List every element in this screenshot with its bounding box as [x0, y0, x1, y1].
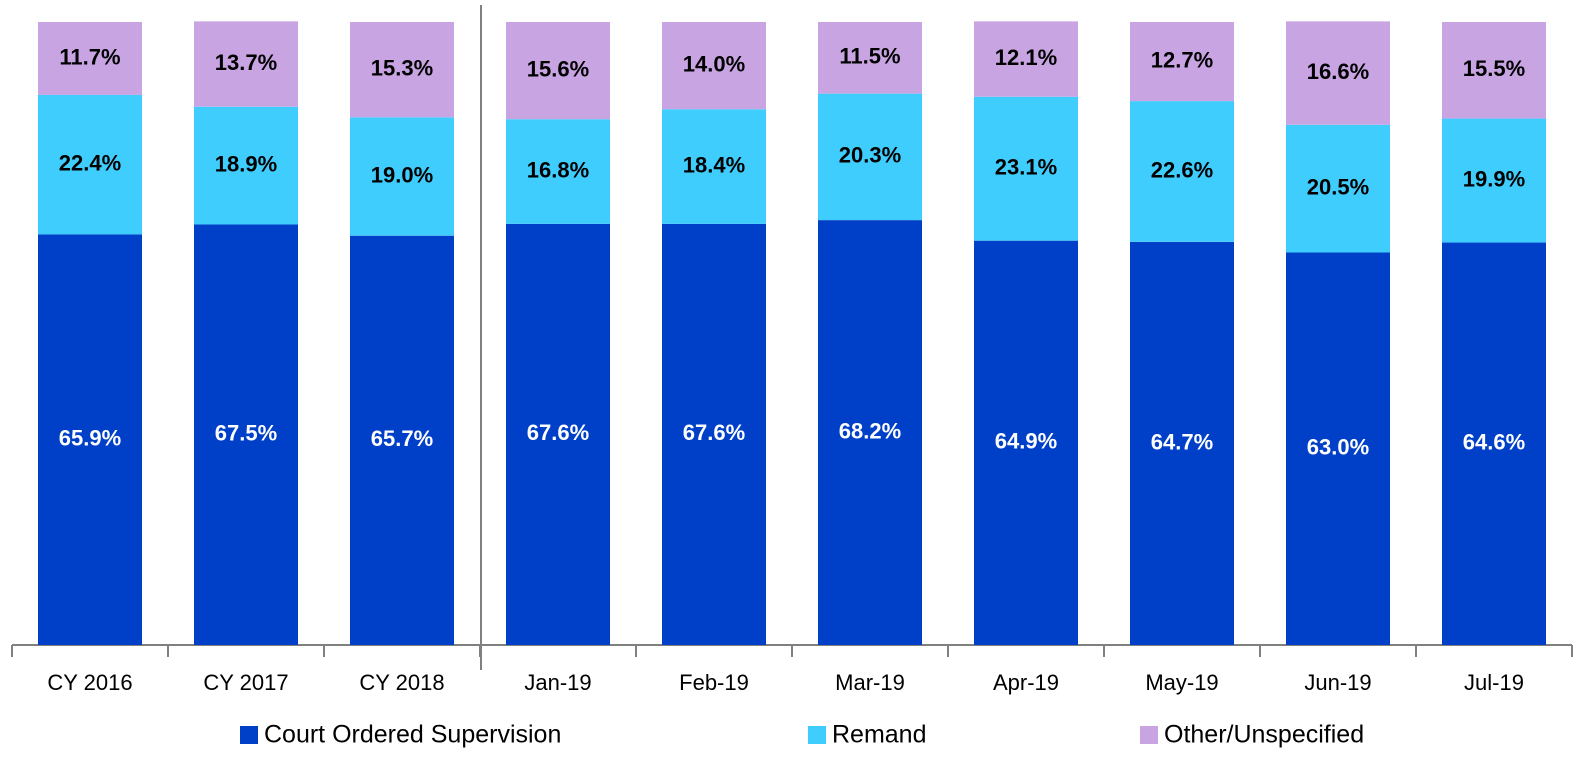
bar-segment [1130, 101, 1234, 242]
bar-segment [350, 22, 454, 118]
bar-segment [818, 220, 922, 645]
bar-segment [662, 109, 766, 224]
x-tick-label: CY 2016 [47, 670, 132, 695]
x-tick-label: CY 2017 [203, 670, 288, 695]
bar-segment [1286, 124, 1390, 253]
data-label: 15.6% [527, 56, 589, 81]
bar-segment [350, 235, 454, 645]
bar-segment [350, 117, 454, 236]
bar-segment [506, 223, 610, 646]
bar-segment [1286, 21, 1390, 125]
x-tick-label: Feb-19 [679, 670, 749, 695]
data-label: 18.4% [683, 152, 745, 177]
legend-label: Other/Unspecified [1164, 721, 1364, 749]
data-label: 15.3% [371, 55, 433, 80]
bar-segment [974, 96, 1078, 241]
bar-segment [1130, 241, 1234, 645]
data-label: 68.2% [839, 418, 901, 443]
bar-segment [38, 234, 142, 645]
data-label: 16.6% [1307, 59, 1369, 84]
x-tick-label: May-19 [1145, 670, 1218, 695]
data-label: 22.4% [59, 150, 121, 175]
data-label: 19.9% [1463, 166, 1525, 191]
bar-segment [1286, 252, 1390, 645]
bar-segment [818, 22, 922, 94]
legend-swatch [808, 726, 826, 744]
bar-segment [818, 93, 922, 221]
data-label: 65.7% [371, 426, 433, 451]
data-label: 22.6% [1151, 157, 1213, 182]
x-tick-label: Jan-19 [524, 670, 591, 695]
data-label: 13.7% [215, 50, 277, 75]
data-label: 14.0% [683, 51, 745, 76]
legend-label: Court Ordered Supervision [264, 721, 561, 749]
x-tick-label: Jun-19 [1304, 670, 1371, 695]
bar-segment [38, 94, 142, 235]
data-label: 20.5% [1307, 174, 1369, 199]
data-label: 18.9% [215, 151, 277, 176]
data-label: 67.6% [527, 420, 589, 445]
bar-segment [506, 119, 610, 224]
data-label: 63.0% [1307, 435, 1369, 460]
bar-segment [662, 22, 766, 110]
x-tick-label: CY 2018 [359, 670, 444, 695]
x-tick-label: Jul-19 [1464, 670, 1524, 695]
data-label: 64.6% [1463, 430, 1525, 455]
data-label: 11.5% [839, 44, 900, 69]
x-tick-label: Apr-19 [993, 670, 1059, 695]
data-label: 16.8% [527, 157, 589, 182]
bar-segment [1442, 22, 1546, 119]
legend-swatch [240, 726, 258, 744]
bar-segment [1442, 118, 1546, 243]
data-label: 65.9% [59, 426, 121, 451]
data-label: 12.7% [1151, 47, 1213, 72]
bar-segment [194, 224, 298, 645]
data-label: 11.7% [59, 44, 120, 69]
bar-segment [194, 106, 298, 225]
data-label: 23.1% [995, 155, 1057, 180]
data-label: 20.3% [839, 143, 901, 168]
bar-segment [1130, 22, 1234, 102]
bar-segment [1442, 242, 1546, 646]
data-label: 15.5% [1463, 56, 1525, 81]
bar-segment [974, 21, 1078, 97]
bar-segment [194, 21, 298, 107]
data-label: 12.1% [995, 45, 1057, 70]
data-label: 64.9% [995, 429, 1057, 454]
bar-segment [662, 223, 766, 646]
data-label: 64.7% [1151, 429, 1213, 454]
data-label: 67.5% [215, 421, 277, 446]
legend-swatch [1140, 726, 1158, 744]
data-label: 19.0% [371, 162, 433, 187]
legend-label: Remand [832, 721, 927, 749]
bar-segment [974, 240, 1078, 645]
bar-segment [506, 22, 610, 120]
x-tick-label: Mar-19 [835, 670, 905, 695]
bar-segment [38, 22, 142, 95]
data-label: 67.6% [683, 420, 745, 445]
